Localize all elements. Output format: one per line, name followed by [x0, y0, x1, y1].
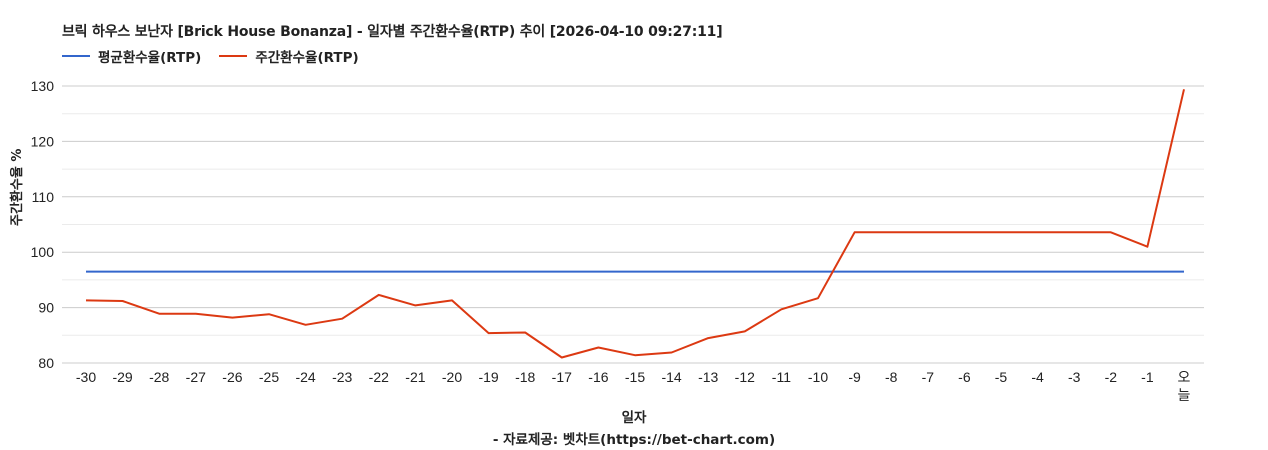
x-tick-label: -18 [515, 369, 535, 385]
legend-swatch-average [62, 55, 90, 57]
y-tick-label: 80 [38, 355, 54, 371]
x-tick-label: -23 [332, 369, 352, 385]
legend-item-weekly[interactable]: 주간환수율(RTP) [219, 46, 359, 66]
x-tick-label: -12 [735, 369, 755, 385]
source-credit: - 자료제공: 벳차트(https://bet-chart.com) [492, 432, 776, 448]
x-tick-label: -5 [995, 369, 1008, 385]
x-tick-label: -29 [112, 369, 132, 385]
x-tick-label: -14 [661, 369, 681, 385]
y-tick-label: 130 [31, 78, 55, 94]
x-tick-label: -15 [625, 369, 645, 385]
x-tick-label: -1 [1141, 369, 1154, 385]
legend: 평균환수율(RTP) 주간환수율(RTP) [62, 46, 377, 66]
x-tick-label: -19 [478, 369, 498, 385]
x-tick-label: -28 [149, 369, 169, 385]
weekly-rtp-line[interactable] [85, 89, 1185, 359]
x-tick-label: -7 [922, 369, 935, 385]
x-tick-label: -2 [1105, 369, 1118, 385]
x-tick-label: -21 [405, 369, 425, 385]
x-tick-label: -10 [808, 369, 828, 385]
x-tick-label: -16 [588, 369, 608, 385]
legend-item-average[interactable]: 평균환수율(RTP) [62, 46, 201, 66]
x-tick-label: -27 [186, 369, 206, 385]
x-tick-label: -13 [698, 369, 718, 385]
x-tick-label: 오 [1178, 370, 1191, 386]
y-tick-label: 100 [31, 244, 55, 260]
x-axis-title: 일자 [621, 410, 647, 426]
x-tick-label: -26 [222, 369, 242, 385]
x-tick-label: -3 [1068, 369, 1081, 385]
legend-swatch-weekly [219, 55, 248, 57]
x-tick-label: -11 [772, 369, 791, 385]
x-tick-label: -25 [259, 369, 279, 385]
x-tick-label: -6 [958, 369, 971, 385]
x-tick-label: -9 [848, 369, 861, 385]
y-tick-label: 90 [38, 300, 54, 316]
y-tick-label: 120 [31, 133, 55, 149]
x-tick-label: -22 [369, 369, 389, 385]
legend-label-weekly: 주간환수율(RTP) [255, 50, 359, 66]
x-tick-label: 늘 [1178, 388, 1191, 404]
x-tick-label: -20 [442, 369, 462, 385]
legend-label-average: 평균환수율(RTP) [98, 50, 202, 66]
x-tick-label: -17 [552, 369, 572, 385]
y-tick-label: 110 [32, 189, 55, 205]
x-tick-label: -30 [76, 369, 96, 385]
x-tick-label: -4 [1031, 369, 1044, 385]
x-tick-label: -24 [295, 369, 315, 385]
x-tick-label: -8 [885, 369, 898, 385]
chart-title: 브릭 하우스 보난자 [Brick House Bonanza] - 일자별 주… [62, 24, 723, 40]
y-axis-title: 주간환수율 % [10, 148, 25, 226]
